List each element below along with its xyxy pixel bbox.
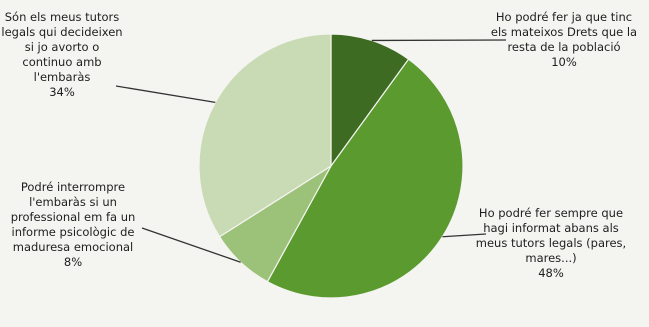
slice-label-inform-tutors: Ho podré fer sempre que hagi informat ab… xyxy=(475,206,627,280)
leader-tutors-decide xyxy=(115,85,216,104)
slice-equal-rights xyxy=(330,33,410,168)
slice-label-equal-rights: Ho podré fer ja que tinc els mateixos Dr… xyxy=(490,10,638,69)
slice-label-tutors-decide: Són els meus tutors legals qui decideixe… xyxy=(1,10,123,99)
leader-inform-tutors xyxy=(442,233,487,238)
leader-psych-report xyxy=(141,227,241,263)
slice-inform-tutors xyxy=(266,58,464,299)
slice-tutors-decide xyxy=(198,33,332,238)
slice-label-psych-report: Podré interrompre l'embaràs si un profes… xyxy=(10,180,136,269)
